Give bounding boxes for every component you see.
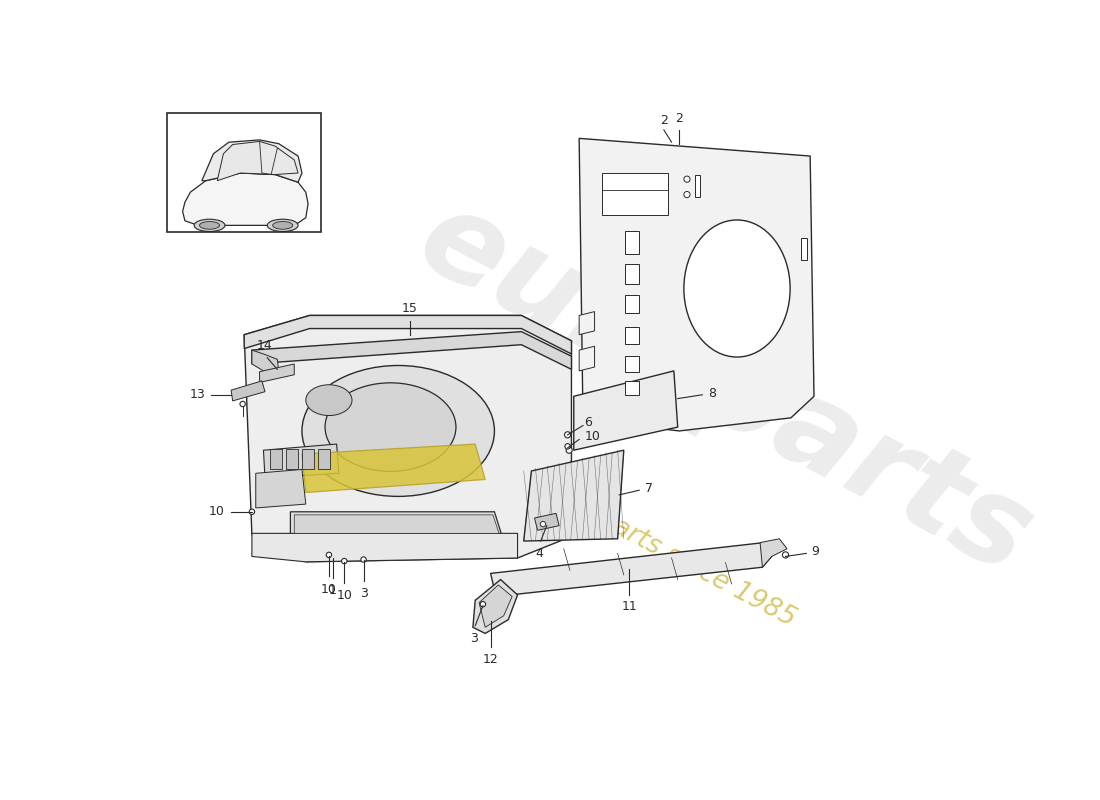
Polygon shape (491, 542, 772, 597)
Bar (625, 294, 639, 313)
Text: 1: 1 (329, 584, 337, 597)
Polygon shape (473, 579, 517, 634)
Text: 10: 10 (584, 430, 601, 443)
Polygon shape (202, 140, 301, 182)
Text: 10: 10 (321, 582, 337, 596)
Polygon shape (480, 585, 513, 627)
Ellipse shape (240, 402, 245, 406)
Text: 14: 14 (257, 338, 273, 352)
Polygon shape (301, 444, 485, 493)
Text: 7: 7 (645, 482, 652, 495)
Ellipse shape (782, 552, 789, 558)
Bar (801, 238, 807, 260)
Text: 3: 3 (470, 632, 477, 645)
Ellipse shape (301, 366, 495, 496)
Bar (625, 230, 639, 254)
Bar (625, 264, 639, 284)
Text: 9: 9 (812, 546, 820, 558)
Text: 13: 13 (189, 388, 205, 402)
Polygon shape (252, 534, 517, 562)
Ellipse shape (566, 447, 572, 454)
Ellipse shape (306, 385, 352, 415)
Text: 6: 6 (584, 416, 592, 429)
Text: 2: 2 (660, 114, 668, 126)
Polygon shape (290, 512, 502, 537)
Polygon shape (580, 138, 814, 431)
Bar (318, 449, 330, 469)
Polygon shape (244, 315, 572, 354)
Text: 2: 2 (675, 112, 683, 126)
Bar (286, 449, 298, 469)
Ellipse shape (481, 602, 485, 607)
Ellipse shape (540, 522, 546, 527)
Polygon shape (244, 315, 572, 562)
Polygon shape (535, 514, 559, 530)
Bar (301, 449, 315, 469)
Polygon shape (264, 444, 339, 478)
Ellipse shape (565, 444, 570, 449)
Polygon shape (524, 450, 624, 541)
Text: 8: 8 (707, 386, 716, 400)
Polygon shape (260, 364, 295, 382)
Polygon shape (760, 538, 788, 567)
Text: 3: 3 (360, 587, 367, 600)
Text: 15: 15 (402, 302, 418, 314)
Text: 10: 10 (209, 506, 224, 518)
Polygon shape (574, 371, 678, 450)
Text: 4: 4 (536, 547, 543, 560)
Polygon shape (231, 381, 265, 401)
Polygon shape (183, 173, 308, 226)
Ellipse shape (326, 383, 456, 471)
Text: 10: 10 (337, 589, 352, 602)
Polygon shape (295, 515, 499, 534)
Ellipse shape (564, 432, 571, 438)
Ellipse shape (250, 509, 254, 514)
Polygon shape (252, 332, 572, 370)
Ellipse shape (342, 558, 346, 564)
Polygon shape (580, 312, 594, 334)
Bar (167, 113, 321, 232)
Ellipse shape (684, 191, 690, 198)
Text: 12: 12 (483, 654, 498, 666)
Ellipse shape (684, 176, 690, 182)
Ellipse shape (267, 219, 298, 231)
Ellipse shape (361, 557, 366, 562)
Ellipse shape (684, 220, 790, 357)
Bar (603, 173, 668, 215)
Text: 11: 11 (621, 600, 637, 614)
Text: a passion for parts since 1985: a passion for parts since 1985 (436, 422, 800, 632)
Polygon shape (255, 470, 306, 508)
Ellipse shape (273, 222, 293, 230)
Bar (625, 381, 639, 394)
Bar (695, 175, 700, 197)
Bar (625, 356, 639, 372)
Ellipse shape (195, 219, 226, 231)
Polygon shape (252, 350, 279, 373)
Text: europarts: europarts (399, 178, 1052, 599)
Ellipse shape (327, 552, 331, 558)
Bar (270, 449, 282, 469)
Polygon shape (218, 142, 298, 181)
Polygon shape (580, 346, 594, 371)
Ellipse shape (199, 222, 220, 230)
Bar (625, 327, 639, 344)
